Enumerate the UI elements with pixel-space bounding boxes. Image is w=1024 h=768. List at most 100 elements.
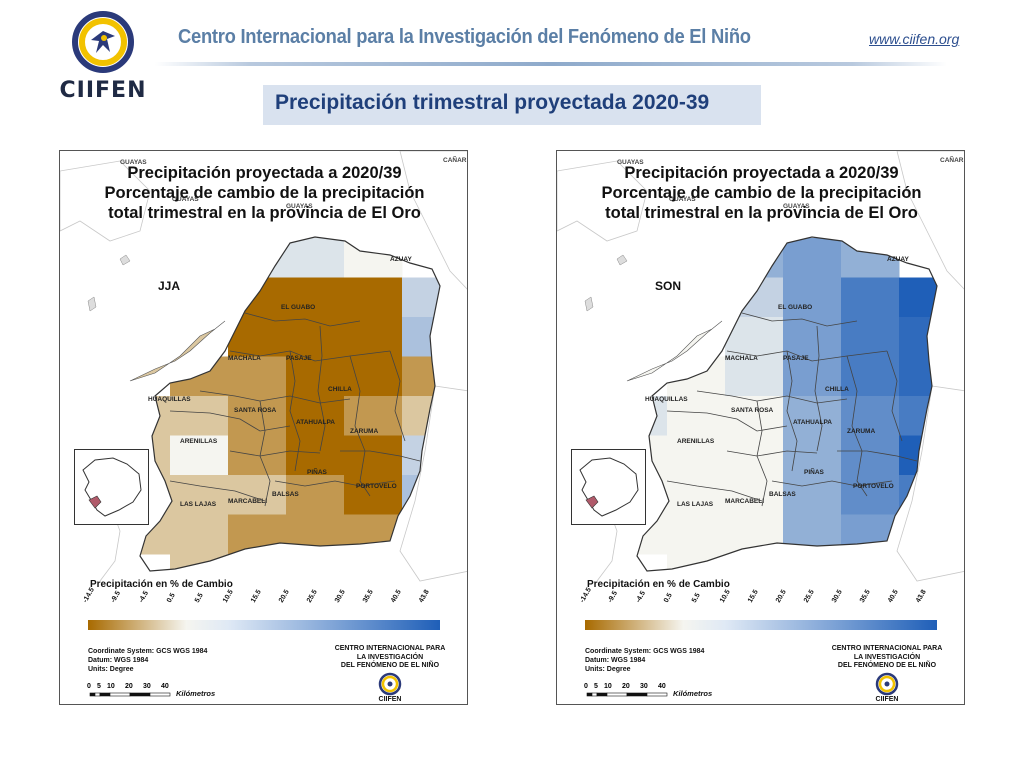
scale-segment — [626, 692, 648, 697]
canton-border-7 — [846, 355, 868, 497]
place-label-marcabeli: MARCABELI — [228, 498, 267, 505]
province-outline — [139, 236, 441, 572]
canton-border-5 — [786, 350, 798, 472]
grid-cell-r0-c3 — [783, 238, 842, 278]
credit-line: LA INVESTIGACIÓN — [853, 653, 921, 661]
scale-segment — [99, 692, 111, 697]
island-shape — [584, 296, 594, 312]
place-label-marcabeli: MARCABELI — [725, 498, 764, 505]
scale-unit-label: Kilómetros — [176, 689, 216, 698]
grid-cell-r1-c4 — [344, 277, 403, 318]
place-label-huaquillas: HUAQUILLAS — [645, 396, 688, 403]
season-label: JJA — [158, 279, 181, 293]
ciifen-logo: CIIFEN — [58, 6, 148, 106]
grid-cell-r6-c1 — [170, 475, 229, 515]
canton-border-9 — [771, 480, 893, 487]
map-title: Precipitación proyectada a 2020/39 Porce… — [557, 163, 964, 223]
canton-border-3 — [666, 410, 788, 432]
legend-colorbar — [88, 617, 440, 630]
logo-text: CIIFEN — [59, 78, 147, 103]
grid-cell-r4-c4 — [841, 396, 900, 436]
neighbor-guayas-outline — [557, 160, 648, 242]
place-label-pasaje: PASAJE — [783, 355, 809, 362]
grid-cell-r0-c3 — [286, 238, 345, 278]
grid-cell-r1-c3 — [286, 277, 345, 318]
colorbar-gradient — [88, 620, 440, 630]
place-label-las-lajas: LAS LAJAS — [180, 501, 217, 508]
grid-cell-r5-c1 — [667, 435, 726, 476]
ciifen-mini-logo-icon — [872, 671, 902, 704]
map-canvas — [557, 151, 964, 704]
neighbor-label-canar-3: CAÑAR — [940, 157, 964, 164]
scale-tick-label: 5 — [97, 683, 101, 690]
coastal-islands — [626, 320, 723, 382]
place-label-balsas: BALSAS — [769, 491, 796, 498]
mini-logo-text: CIIFEN — [378, 696, 402, 703]
scale-unit-label: Kilómetros — [673, 689, 713, 698]
scale-segment — [109, 692, 131, 697]
canton-border-6 — [814, 325, 823, 452]
map-metadata: Coordinate System: GCS WGS 1984 Datum: WG… — [585, 647, 704, 674]
scale-tick-label: 0 — [584, 683, 588, 690]
grid-cell-r2-c4 — [344, 317, 403, 357]
neighbor-label-guayas-1: GUAYAS — [669, 196, 696, 203]
canton-borders — [169, 312, 421, 507]
grid-cell-r5-c4 — [344, 435, 403, 476]
slide-title: Precipitación trimestral proyectada 2020… — [275, 91, 710, 114]
place-label-arenillas: ARENILLAS — [180, 438, 218, 445]
place-label-santa-rosa: SANTA ROSA — [234, 407, 277, 414]
island-shape — [616, 254, 628, 266]
island-shape — [87, 296, 97, 312]
place-label-azuay: AZUAY — [887, 256, 909, 263]
legend-title: Precipitación en % de Cambio — [90, 579, 233, 590]
grid-cell-r2-c3 — [783, 317, 842, 357]
ecuador-outline — [579, 457, 639, 517]
place-label-zaruma: ZARUMA — [350, 428, 379, 435]
canton-border-1 — [726, 350, 888, 362]
place-label-las-lajas: LAS LAJAS — [677, 501, 714, 508]
canton-border-12 — [340, 450, 421, 462]
grid-cell-r4-c1 — [667, 396, 726, 436]
canton-border-3 — [169, 410, 291, 432]
slide-title-box: Precipitación trimestral proyectada 2020… — [263, 85, 761, 125]
map-canvas — [60, 151, 467, 704]
neighbor-guayas-outline — [60, 160, 151, 242]
mini-logo-text: CIIFEN — [875, 696, 899, 703]
map-title-line2: Porcentaje de cambio de la precipitación — [601, 184, 922, 202]
place-label-pinas: PIÑAS — [307, 469, 327, 476]
scale-tick-label: 40 — [658, 683, 666, 690]
map-title-line3: total trimestral en la provincia de El O… — [605, 204, 918, 222]
website-link[interactable]: www.ciifen.org — [869, 31, 960, 47]
grid-cell-r1-c4 — [841, 277, 900, 318]
grid-cell-r4-c2 — [725, 396, 784, 436]
grid-cell-r1-c5 — [402, 277, 440, 318]
colorbar-gradient — [585, 620, 937, 630]
map-panel-jja: EL GUABO MACHALA PASAJE CHILLA HUAQUILLAS SAN… — [59, 150, 468, 705]
grid-cell-r3-c2 — [228, 356, 287, 397]
grid-cell-r2-c3 — [286, 317, 345, 357]
scale-segment — [596, 692, 608, 697]
scale-segment — [606, 692, 628, 697]
credit-line: CENTRO INTERNACIONAL PARA — [831, 645, 943, 652]
grid-cell-r3-c4 — [841, 356, 900, 397]
neighbor-label-guayas-1: GUAYAS — [172, 196, 199, 203]
neighbor-label-guayas-0: GUAYAS — [617, 159, 644, 166]
ecuador-inset-map — [571, 449, 646, 525]
canton-border-10 — [666, 480, 763, 502]
metadata-datum: Datum: WGS 1984 — [88, 657, 149, 664]
place-label-atahualpa: ATAHUALPA — [296, 419, 335, 426]
place-label-arenillas: ARENILLAS — [677, 438, 715, 445]
place-label-chilla: CHILLA — [328, 386, 352, 393]
canton-border-1 — [229, 350, 391, 362]
grid-cell-r4-c2 — [228, 396, 287, 436]
grid-cell-r7-c1 — [667, 514, 726, 555]
legend-title: Precipitación en % de Cambio — [587, 579, 730, 590]
place-label-portovelo: PORTOVELO — [853, 483, 894, 490]
credit-line: CENTRO INTERNACIONAL PARA — [334, 645, 446, 652]
neighbor-label-guayas-2: GUAYAS — [286, 203, 313, 210]
grid-cell-r6-c1 — [667, 475, 726, 515]
map-credit: CENTRO INTERNACIONAL PARA LA INVESTIGACIÓ… — [330, 645, 450, 671]
ciifen-mini-logo-icon — [375, 671, 405, 704]
scale-bar — [583, 677, 733, 701]
scale-segment — [591, 692, 598, 697]
